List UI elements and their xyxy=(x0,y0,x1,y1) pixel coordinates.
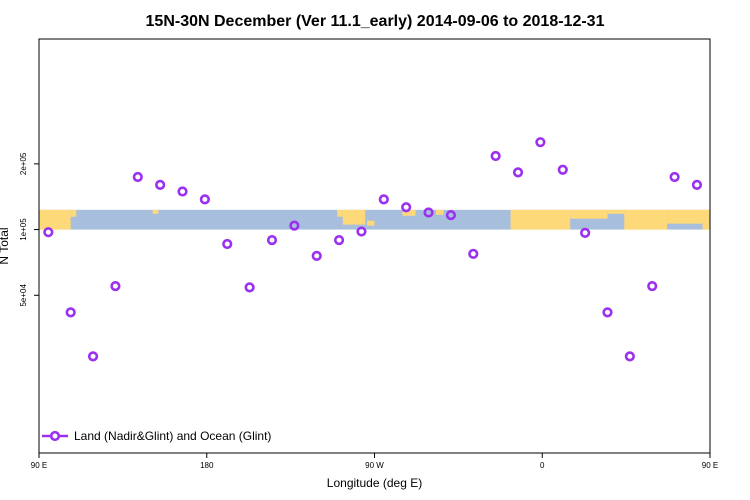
y-axis-label: N Total xyxy=(0,227,11,264)
data-point xyxy=(490,150,501,162)
land-mass xyxy=(667,209,703,224)
data-point xyxy=(222,238,233,250)
legend-marker xyxy=(49,430,61,442)
data-point xyxy=(356,226,367,237)
data-point xyxy=(557,164,568,175)
x-tick-label: 180 xyxy=(200,461,214,470)
y-tick-label: 2e+05 xyxy=(19,152,28,175)
data-point xyxy=(266,234,278,246)
land-mass xyxy=(337,209,343,217)
legend: Land (Nadir&Glint) and Ocean (Glint) xyxy=(42,429,271,443)
data-point xyxy=(177,186,188,197)
land-mass xyxy=(70,209,77,217)
data-point xyxy=(602,307,613,318)
land-mass xyxy=(367,220,375,226)
data-point xyxy=(512,167,524,178)
y-tick-label: 1e+05 xyxy=(19,218,28,241)
data-point xyxy=(669,171,680,183)
x-axis-label: Longitude (deg E) xyxy=(327,476,422,490)
data-point xyxy=(535,137,546,148)
data-point xyxy=(43,227,54,238)
data-point xyxy=(110,280,121,292)
y-axis-ticks: 5e+04 1e+05 2e+05 xyxy=(19,152,39,307)
data-point xyxy=(311,250,322,261)
data-point xyxy=(401,202,412,213)
land-masses xyxy=(39,209,710,230)
data-point xyxy=(624,351,635,362)
land-mass xyxy=(39,209,71,230)
data-point xyxy=(65,307,76,318)
data-point xyxy=(333,234,345,246)
land-mass xyxy=(607,209,627,214)
land-mass xyxy=(152,209,159,214)
data-points xyxy=(43,137,703,362)
land-mass xyxy=(570,209,608,219)
data-point xyxy=(289,220,300,231)
land-mass xyxy=(342,209,366,225)
data-point xyxy=(423,207,434,218)
data-point xyxy=(468,248,479,259)
x-axis-ticks: 90 E 180 90 W 0 90 E xyxy=(31,453,718,470)
data-point xyxy=(378,194,389,205)
data-point xyxy=(132,171,143,183)
data-point xyxy=(87,351,99,362)
x-tick-label: 0 xyxy=(540,461,545,470)
data-point xyxy=(647,280,658,292)
chart-title: 15N-30N December (Ver 11.1_early) 2014-0… xyxy=(146,13,605,30)
data-point xyxy=(199,194,210,205)
y-tick-label: 5e+04 xyxy=(19,284,28,307)
legend-label: Land (Nadir&Glint) and Ocean (Glint) xyxy=(74,429,271,443)
data-point xyxy=(244,282,255,293)
plot-frame xyxy=(38,38,711,454)
data-point xyxy=(155,179,166,190)
x-tick-label: 90 W xyxy=(365,461,384,470)
land-mass xyxy=(402,209,416,216)
world-map-band xyxy=(39,209,710,230)
data-point xyxy=(445,210,457,221)
land-mass xyxy=(510,209,571,230)
data-point xyxy=(691,179,703,190)
data-point xyxy=(580,227,591,238)
x-tick-label: 90 E xyxy=(702,461,718,470)
x-tick-label: 90 E xyxy=(31,461,47,470)
land-mass xyxy=(436,209,444,215)
land-mass xyxy=(702,209,710,230)
land-mass xyxy=(624,209,668,230)
